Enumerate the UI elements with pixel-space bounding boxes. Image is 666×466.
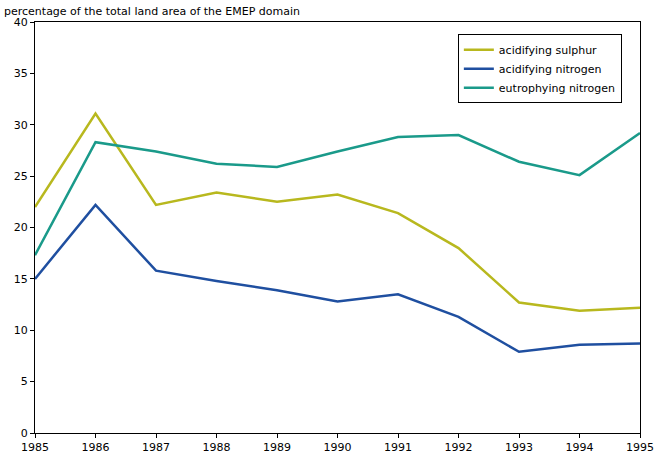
svg-text:1990: 1990 — [324, 441, 352, 454]
svg-text:acidifying sulphur: acidifying sulphur — [499, 44, 597, 57]
svg-text:1986: 1986 — [82, 441, 110, 454]
svg-text:percentage of the total land a: percentage of the total land area of the… — [4, 5, 300, 18]
svg-text:1988: 1988 — [203, 441, 231, 454]
svg-text:40: 40 — [14, 16, 28, 29]
svg-text:15: 15 — [14, 273, 28, 286]
svg-text:1993: 1993 — [505, 441, 533, 454]
svg-text:5: 5 — [21, 375, 28, 388]
svg-text:acidifying nitrogen: acidifying nitrogen — [499, 63, 602, 76]
svg-text:10: 10 — [14, 324, 28, 337]
svg-text:35: 35 — [14, 67, 28, 80]
svg-text:20: 20 — [14, 221, 28, 234]
svg-text:1991: 1991 — [384, 441, 412, 454]
svg-text:1994: 1994 — [566, 441, 594, 454]
svg-text:1989: 1989 — [263, 441, 291, 454]
svg-text:25: 25 — [14, 170, 28, 183]
svg-text:0: 0 — [21, 427, 28, 440]
svg-text:1987: 1987 — [142, 441, 170, 454]
svg-text:1992: 1992 — [445, 441, 473, 454]
svg-text:eutrophying nitrogen: eutrophying nitrogen — [499, 82, 615, 95]
svg-text:1985: 1985 — [21, 441, 49, 454]
svg-text:30: 30 — [14, 119, 28, 132]
svg-text:1995: 1995 — [626, 441, 654, 454]
